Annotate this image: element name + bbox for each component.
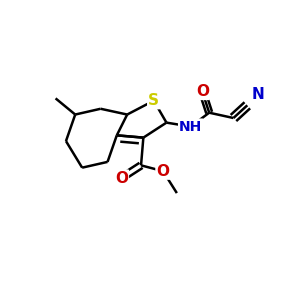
Text: O: O [157,164,169,178]
Text: NH: NH [179,120,202,134]
Text: O: O [196,84,209,99]
Text: S: S [148,93,159,108]
Text: N: N [251,87,264,102]
Text: O: O [115,171,128,186]
